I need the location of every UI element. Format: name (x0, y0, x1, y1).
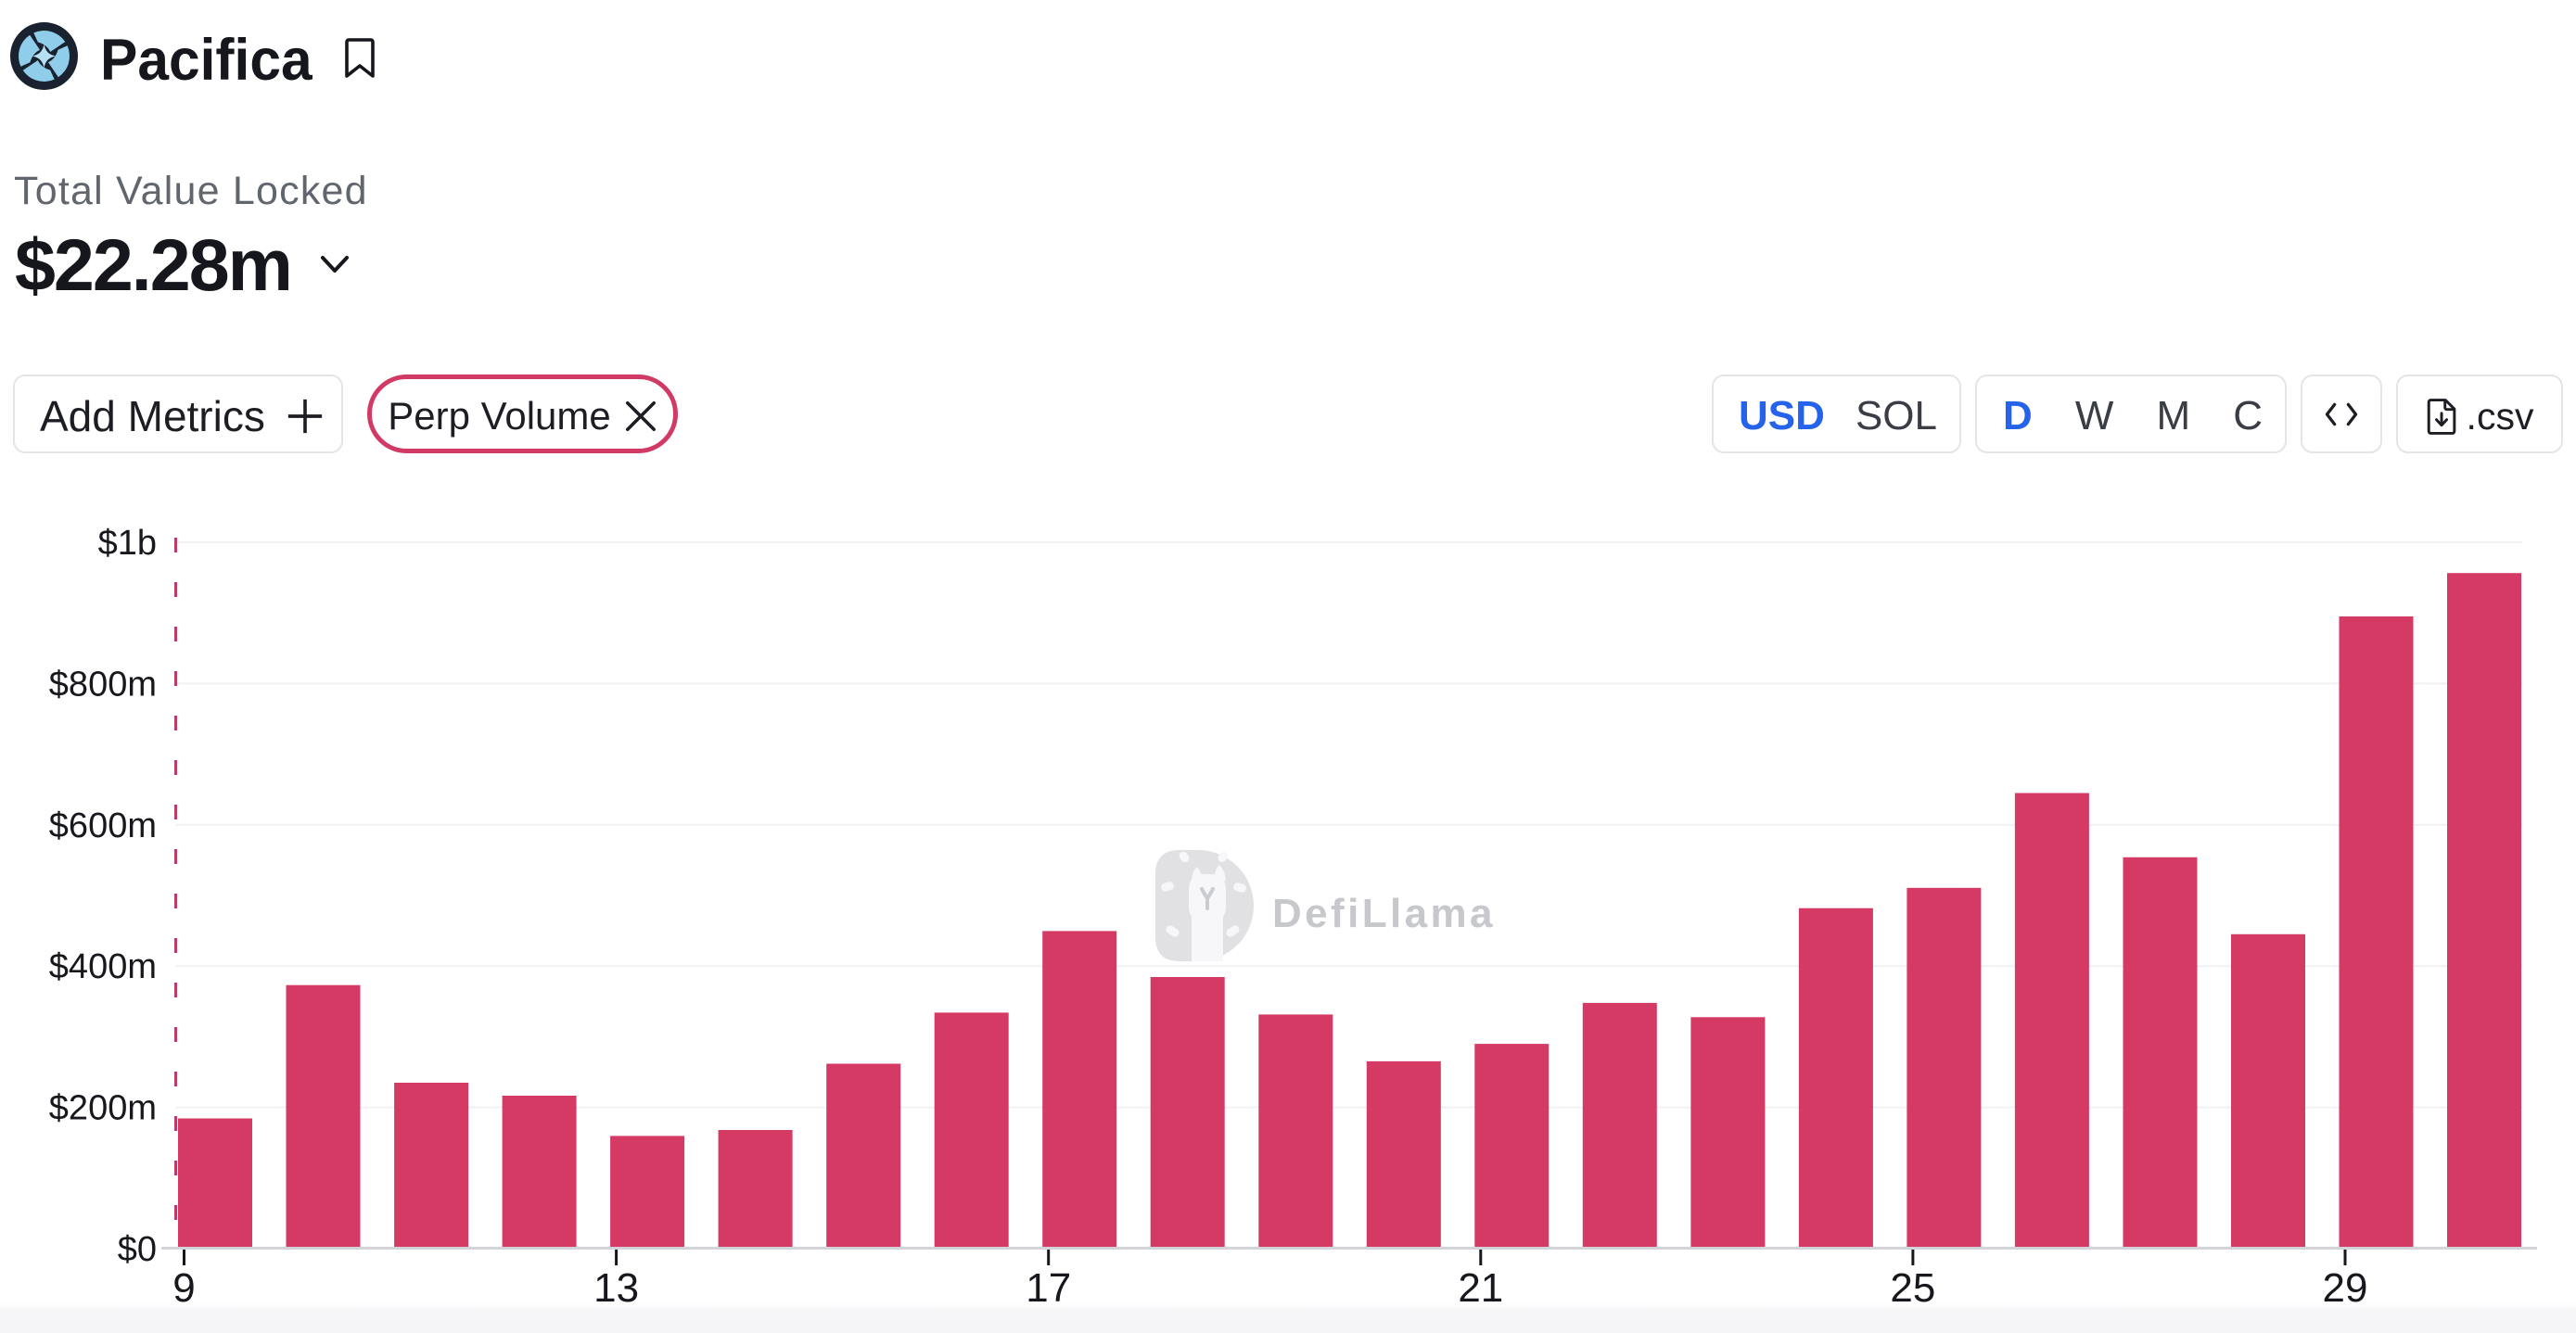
svg-text:29: 29 (2323, 1265, 2368, 1311)
svg-text:$200m: $200m (49, 1089, 157, 1128)
svg-text:25: 25 (1890, 1265, 1935, 1311)
svg-text:17: 17 (1026, 1265, 1071, 1311)
svg-text:13: 13 (593, 1265, 639, 1311)
svg-text:$0: $0 (118, 1230, 157, 1269)
svg-text:21: 21 (1458, 1265, 1503, 1311)
svg-text:9: 9 (172, 1265, 195, 1311)
svg-text:$400m: $400m (49, 947, 157, 986)
svg-text:DefiLlama: DefiLlama (1272, 891, 1496, 936)
svg-text:$600m: $600m (49, 806, 157, 845)
svg-text:$800m: $800m (49, 665, 157, 704)
svg-text:$1b: $1b (98, 524, 157, 563)
